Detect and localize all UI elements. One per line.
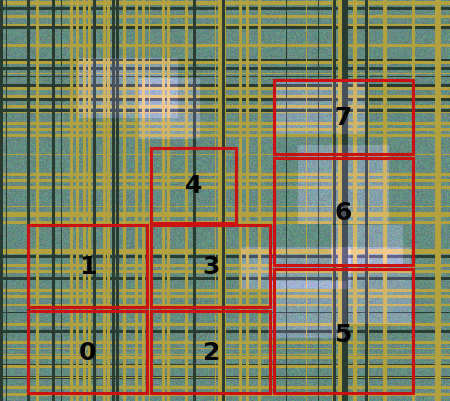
Bar <box>274 158 413 265</box>
Text: 4: 4 <box>185 174 202 198</box>
Bar <box>151 225 270 307</box>
Text: 0: 0 <box>79 341 96 365</box>
Text: 2: 2 <box>203 341 220 365</box>
Text: 7: 7 <box>334 106 351 130</box>
Bar <box>28 311 147 393</box>
Text: 6: 6 <box>334 200 351 225</box>
Text: 5: 5 <box>334 323 351 347</box>
Text: 1: 1 <box>79 255 96 279</box>
Bar <box>274 80 413 154</box>
Bar <box>151 311 270 393</box>
Bar <box>28 225 147 307</box>
Bar <box>274 269 413 393</box>
Bar <box>151 148 236 223</box>
Text: 3: 3 <box>203 255 220 279</box>
